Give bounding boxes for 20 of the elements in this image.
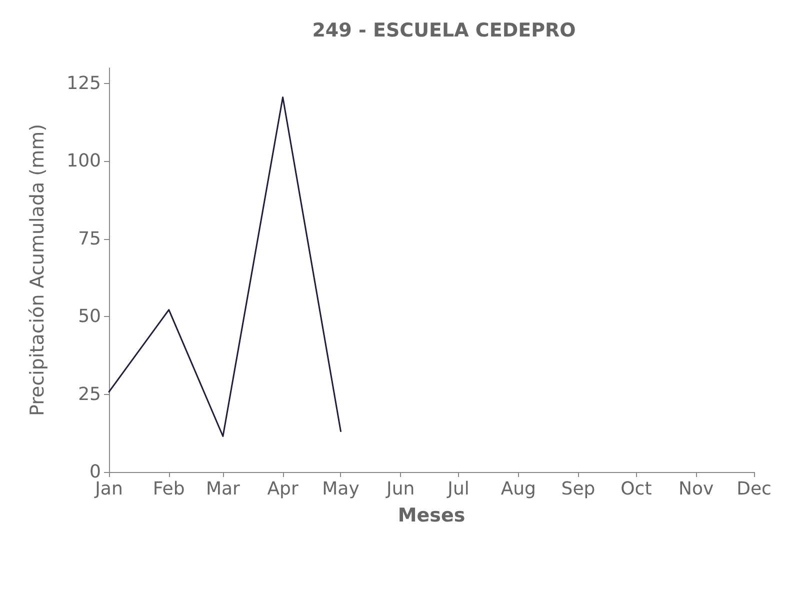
x-tick-label: Feb: [152, 478, 185, 500]
x-axis-title: Meses: [398, 504, 466, 526]
y-tick-label: 50: [78, 306, 101, 328]
x-tick-label: Nov: [678, 478, 714, 500]
line-series: [108, 96, 342, 438]
y-tick-label: 125: [66, 73, 101, 94]
y-tick-label: 25: [78, 384, 101, 405]
y-tick-label: 100: [66, 150, 101, 172]
x-tick-label: Jun: [386, 478, 415, 500]
chart-title: 249 - ESCUELA CEDEPRO: [312, 20, 576, 42]
x-tick-label: Aug: [500, 478, 536, 500]
x-tick-label: Sep: [561, 478, 596, 500]
x-tick-label: May: [322, 478, 360, 500]
x-tick-label: Apr: [267, 478, 299, 500]
x-tick-label: Mar: [206, 478, 241, 500]
y-axis-title: Precipitación Acumulada (mm): [26, 124, 48, 416]
x-tick-label: Jul: [446, 478, 470, 500]
x-tick-label: Dec: [736, 478, 772, 500]
y-tick-label: 75: [78, 228, 101, 250]
x-tick-label: Oct: [620, 478, 652, 500]
